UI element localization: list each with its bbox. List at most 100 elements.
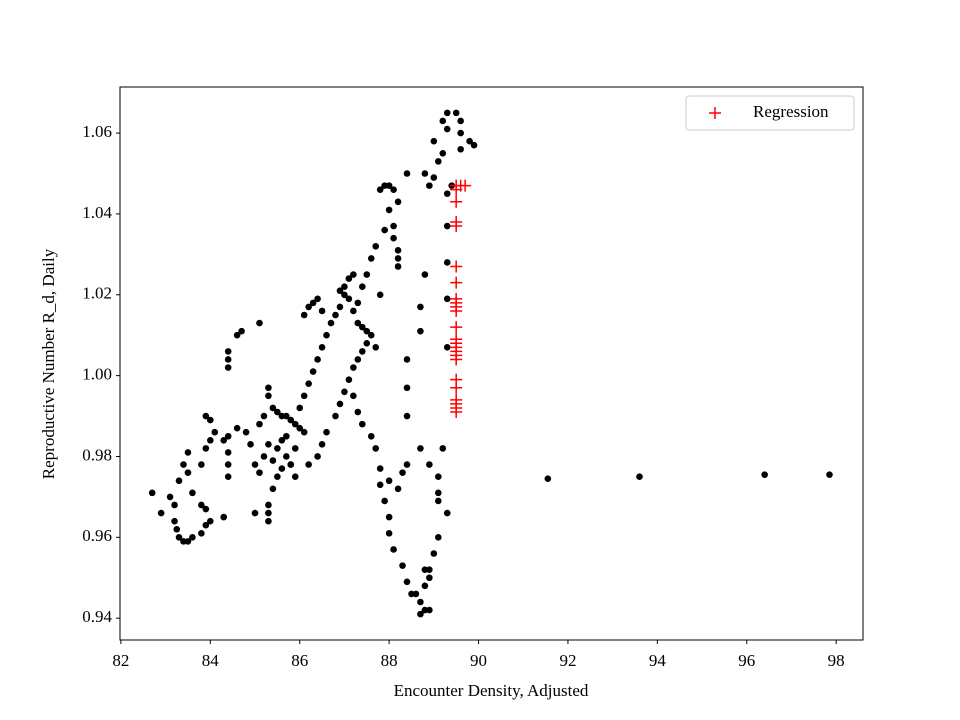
x-tick-label: 90 [470, 651, 487, 670]
point [157, 509, 165, 517]
point [265, 441, 272, 448]
point [171, 517, 178, 525]
point [367, 432, 375, 440]
point [256, 469, 263, 476]
plus-marker [450, 381, 463, 394]
point [359, 283, 366, 290]
point [198, 501, 205, 509]
point [350, 271, 357, 278]
point [265, 384, 272, 392]
point [327, 319, 335, 327]
x-tick-label: 84 [202, 651, 220, 670]
point [439, 445, 447, 452]
point [278, 465, 286, 472]
point [390, 222, 397, 230]
point [332, 412, 339, 420]
y-tick-label: 1.00 [82, 365, 112, 384]
x-tick-label: 94 [649, 651, 667, 670]
point [265, 509, 272, 517]
plus-marker [450, 220, 463, 233]
point [417, 445, 424, 452]
y-tick-label: 0.96 [82, 526, 112, 545]
point [184, 469, 192, 476]
y-tick-label: 1.04 [82, 203, 112, 222]
point [233, 424, 241, 432]
point [385, 529, 393, 537]
point [376, 291, 384, 299]
point [435, 473, 442, 480]
point [171, 501, 178, 509]
y-axis-label: Reproductive Number R_d, Daily [39, 248, 58, 479]
point [457, 117, 464, 125]
point [394, 247, 402, 254]
point [403, 356, 411, 363]
x-tick-label: 92 [559, 651, 576, 670]
point [399, 562, 406, 569]
point [376, 481, 384, 489]
x-tick-label: 86 [291, 651, 308, 670]
point [457, 145, 464, 153]
plus-marker [450, 276, 463, 289]
point [251, 509, 259, 517]
point [202, 505, 210, 513]
point [372, 242, 380, 250]
point [435, 158, 442, 165]
point [265, 501, 272, 509]
point [394, 198, 402, 206]
point [408, 590, 415, 598]
point [443, 125, 451, 133]
point [435, 497, 442, 505]
point [443, 190, 451, 198]
point [305, 461, 312, 468]
point [269, 457, 277, 464]
point [202, 445, 210, 452]
point [367, 255, 375, 262]
point [256, 420, 263, 428]
point [314, 356, 321, 363]
point [251, 461, 259, 468]
point [260, 412, 268, 420]
point [265, 517, 272, 525]
point [184, 538, 192, 545]
point [354, 299, 362, 307]
point [761, 471, 768, 478]
point [421, 271, 429, 278]
point [381, 226, 388, 234]
point [260, 453, 268, 460]
plus-marker [450, 304, 463, 317]
y-tick-label: 0.98 [82, 445, 112, 464]
point [426, 574, 433, 582]
point [296, 404, 304, 412]
x-tick-label: 88 [381, 651, 398, 670]
point [189, 534, 196, 541]
point [341, 291, 348, 299]
point [443, 222, 451, 230]
point [636, 473, 643, 480]
point [207, 437, 214, 444]
point [314, 453, 321, 460]
point [394, 485, 402, 493]
point [224, 348, 232, 355]
point [189, 489, 196, 497]
point [305, 380, 312, 388]
point [314, 295, 321, 303]
plus-marker [450, 321, 463, 334]
point [417, 303, 424, 311]
point [354, 356, 362, 363]
point [390, 546, 397, 553]
point [265, 392, 272, 400]
point [220, 513, 228, 521]
point [318, 307, 326, 315]
point [256, 319, 263, 327]
plus-marker [450, 406, 463, 419]
point [323, 331, 330, 339]
point [247, 441, 254, 448]
point [435, 534, 442, 541]
point [283, 432, 290, 440]
point [184, 449, 192, 456]
plus-marker [450, 353, 463, 366]
point [470, 141, 478, 149]
point [426, 606, 433, 614]
point [359, 348, 366, 355]
point [238, 327, 245, 335]
